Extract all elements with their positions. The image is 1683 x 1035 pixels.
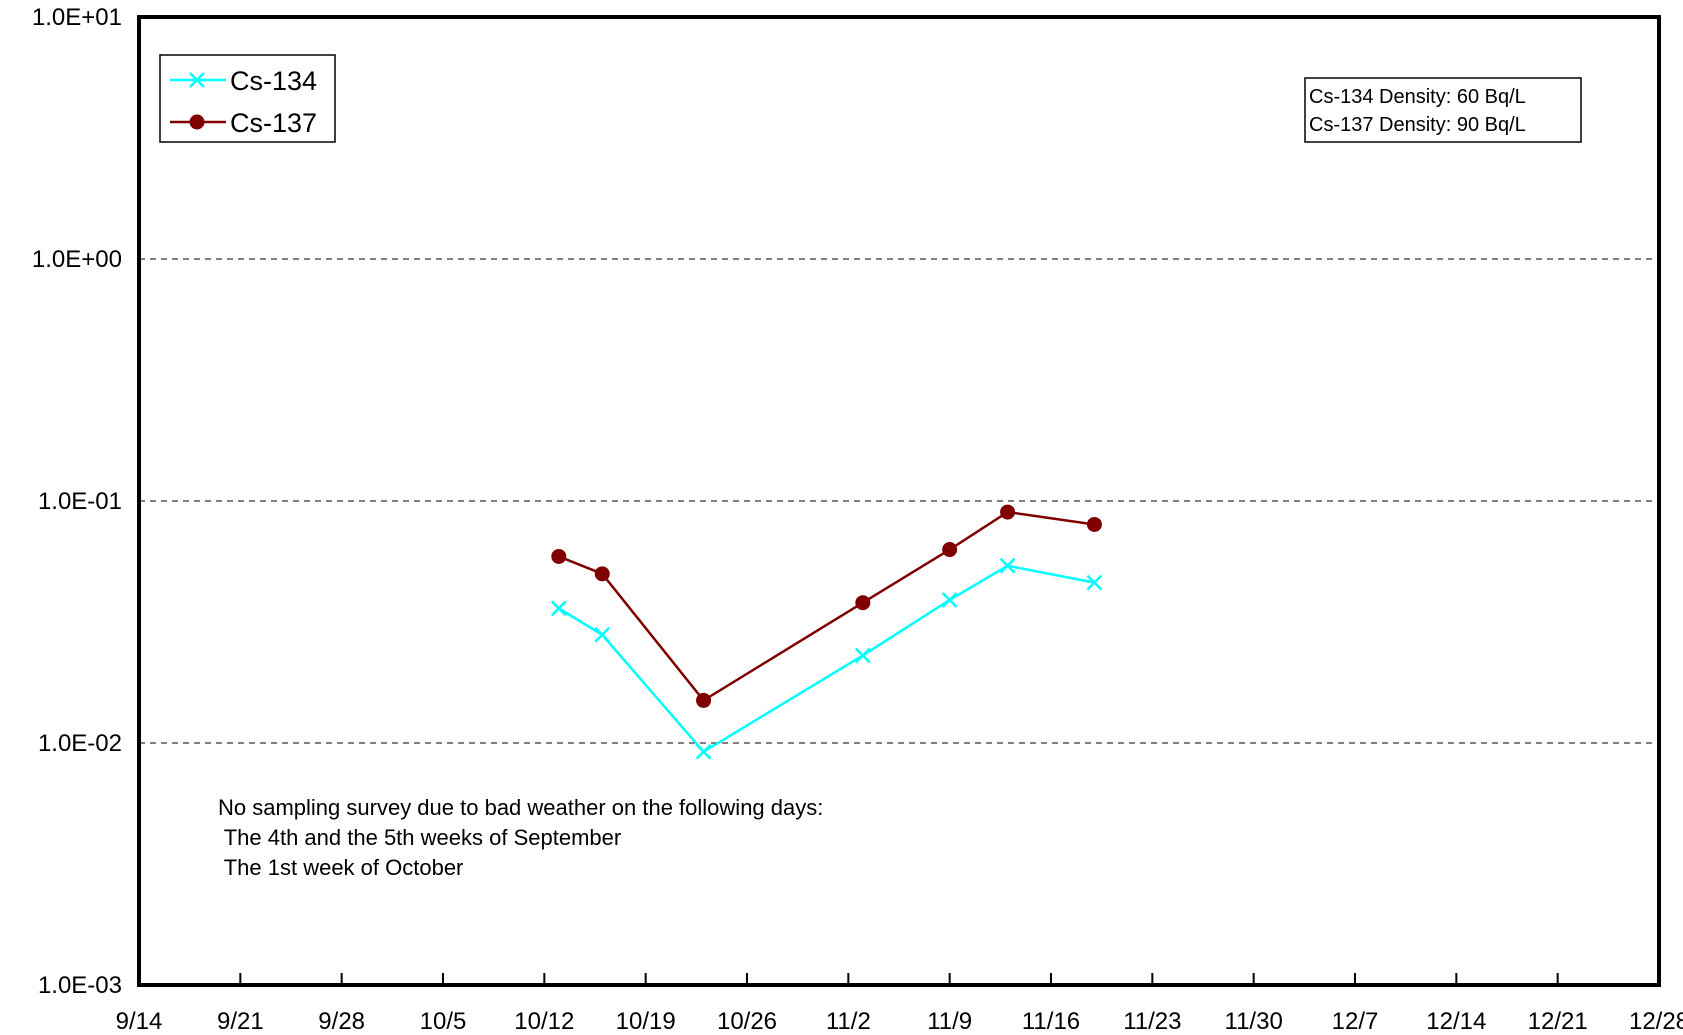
density-cs137: Cs-137 Density: 90 Bq/L: [1309, 114, 1526, 136]
annotation: No sampling survey due to bad weather on…: [218, 795, 823, 880]
x-tick-label: 12/14: [1426, 1008, 1486, 1035]
series-layer: [550, 504, 1103, 760]
data-point-cs134: [854, 647, 871, 664]
x-tick-label: 10/19: [616, 1008, 676, 1035]
x-axis-labels: 9/14 9/21 9/28 10/5 10/12 10/19 10/26 11/2 11/9 1…: [116, 1008, 1683, 1035]
data-point-cs137: [696, 692, 712, 708]
x-tick-label: 9/21: [217, 1008, 264, 1035]
data-point-cs134: [594, 626, 611, 643]
data-point-cs137: [942, 542, 958, 558]
data-point-cs137: [855, 595, 871, 611]
x-tick-label: 10/5: [420, 1008, 467, 1035]
data-point-cs137: [1086, 516, 1102, 532]
y-axis-labels: 1.0E+01 1.0E+00 1.0E-01 1.0E-02 1.0E-03: [32, 4, 122, 999]
legend-cs134-label: Cs-134: [230, 66, 317, 96]
legend: Cs-134 Cs-137: [159, 54, 336, 143]
data-point-cs134: [550, 600, 567, 617]
y-tick-label: 1.0E+01: [32, 4, 122, 31]
annotation-line-1: No sampling survey due to bad weather on…: [218, 795, 823, 820]
x-tick-label: 9/14: [116, 1008, 163, 1035]
x-tick-label: 12/7: [1332, 1008, 1379, 1035]
legend-cs137-label: Cs-137: [230, 108, 317, 138]
y-tick-label: 1.0E-02: [38, 730, 122, 757]
x-tick-label: 12/21: [1528, 1008, 1588, 1035]
data-point-cs134: [999, 557, 1016, 574]
legend-cs134-marker: [189, 72, 205, 88]
plot-frame: [137, 15, 1661, 987]
y-tick-label: 1.0E-01: [38, 488, 122, 515]
series-line-cs134: [558, 564, 1095, 754]
series-line-cs137: [558, 510, 1095, 703]
series-cs134: [550, 557, 1103, 760]
x-tick-label: 10/12: [514, 1008, 574, 1035]
density-box: Cs-134 Density: 60 Bq/L Cs-137 Density: …: [1304, 77, 1582, 143]
data-point-cs134: [1086, 574, 1103, 591]
x-tick-label: 10/26: [717, 1008, 777, 1035]
legend-cs137-marker: [189, 114, 205, 130]
density-box-frame: [1304, 77, 1582, 143]
y-tick-label: 1.0E-03: [38, 972, 122, 999]
data-point-cs137: [594, 566, 610, 582]
data-point-cs137: [551, 548, 567, 564]
legend-box: [159, 54, 336, 143]
x-tick-label: 11/23: [1123, 1008, 1181, 1035]
data-point-cs134: [941, 592, 958, 608]
series-cs137: [551, 504, 1102, 708]
x-tick-label: 12/28: [1629, 1008, 1683, 1035]
x-tick-label: 11/16: [1022, 1008, 1080, 1035]
annotation-line-2: The 4th and the 5th weeks of September: [218, 825, 621, 850]
data-point-cs137: [1000, 504, 1016, 520]
gridlines: [139, 258, 1659, 744]
density-cs134: Cs-134 Density: 60 Bq/L: [1309, 86, 1526, 108]
annotation-line-3: The 1st week of October: [218, 855, 463, 880]
x-tick-label: 9/28: [318, 1008, 365, 1035]
data-point-cs134: [695, 743, 712, 760]
x-tick-label: 11/2: [826, 1008, 871, 1035]
x-tick-label: 11/30: [1225, 1008, 1283, 1035]
y-tick-label: 1.0E+00: [32, 246, 122, 273]
x-tick-label: 11/9: [927, 1008, 972, 1035]
